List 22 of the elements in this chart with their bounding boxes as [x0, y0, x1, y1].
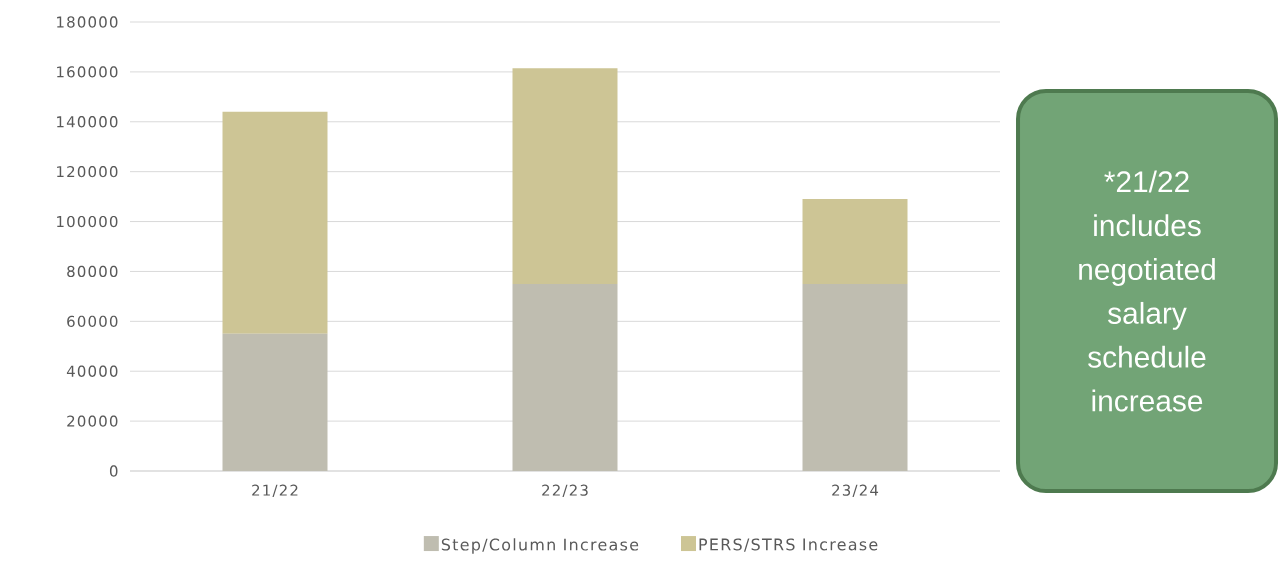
y-tick-label: 140000: [57, 116, 118, 128]
bar: [802, 283, 908, 471]
y-tick-label: 180000: [57, 16, 118, 28]
y-tick-label: 80000: [67, 265, 118, 278]
bar: [802, 199, 908, 284]
bar: [512, 283, 618, 471]
y-tick-label: 0: [109, 465, 118, 477]
y-tick-label: 60000: [67, 315, 118, 327]
legend-label: PERS/STRS Increase: [699, 538, 878, 552]
x-tick-label: 21/22: [252, 484, 298, 497]
legend-label: Step/Column Increase: [441, 538, 639, 554]
text: *21/22 includes negotiated salary schedule increase: [1079, 170, 1215, 412]
y-tick-label: 100000: [57, 215, 118, 228]
y-tick-label: 20000: [67, 415, 118, 427]
bar: [222, 333, 328, 471]
x-tick-label: 22/23: [542, 484, 588, 497]
bar: [222, 111, 328, 334]
y-tick-label: 120000: [57, 166, 118, 178]
y-tick-label: 40000: [66, 365, 118, 377]
bar: [512, 68, 618, 284]
y-tick-label: 160000: [57, 66, 118, 78]
x-tick-label: 23/24: [832, 484, 879, 497]
